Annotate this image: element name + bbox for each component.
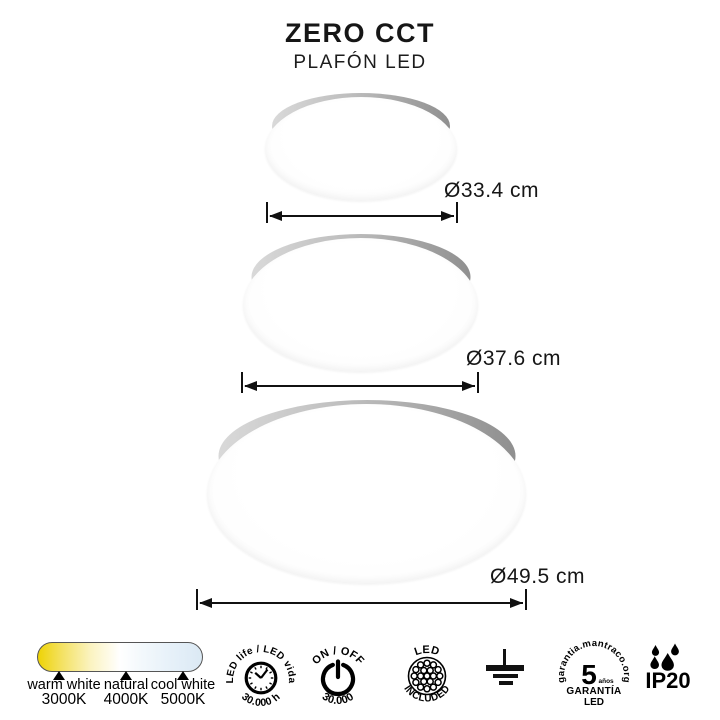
svg-text:30.000 h: 30.000 h [239,691,282,709]
dimension-tick [241,372,243,393]
dimension-tick [266,202,268,223]
ceiling-lamp-medium [243,234,478,372]
dimension-line [200,602,523,604]
cct-cool-label: cool white [150,677,216,693]
arrow-right-icon [441,211,454,221]
arrow-left-icon [269,211,282,221]
lamp-dome [207,404,526,584]
led-included-badge: LED INCLUDED [401,644,452,705]
cct-marker-natural-icon [120,671,132,680]
cct-marker-warm-icon [53,671,65,680]
cct-warm-kelvin: 3000K [41,691,87,708]
on-off-badge: ON / OFF 30.000 [310,645,366,707]
product-title: ZERO CCT [285,18,435,48]
dimension-line [245,385,475,387]
ip-rating-label: IP20 [645,668,691,693]
on-off-cycles-text: 30.000 [320,691,356,707]
diameter-label-large: Ø49.5 cm [490,565,586,588]
dimension-tick [477,372,479,393]
led-array-icon [407,656,447,696]
ceiling-lamp-large [207,400,526,584]
led-life-badge: LED life / LED vida 30.000 h [225,644,297,709]
cct-cool-kelvin: 5000K [160,691,206,708]
warranty-badge: garantia.mantraco.org 5 años GARANTÍA LE… [556,638,632,708]
water-drops-icon [650,643,679,671]
diameter-label-medium: Ø37.6 cm [466,347,562,370]
power-icon [320,659,356,697]
dimension-tick [525,589,527,610]
arrow-right-icon [510,598,523,608]
svg-text:LED: LED [413,644,441,658]
dimension-tick [196,589,198,610]
cct-gradient-bar [37,642,203,672]
cct-warm-label: warm white [27,677,101,693]
warranty-line1: GARANTÍA [566,684,621,697]
dimension-tick [456,202,458,223]
lamp-dome [243,238,478,372]
ceiling-lamp-small [265,93,457,201]
diameter-label-small: Ø33.4 cm [444,179,540,202]
led-life-hours-text: 30.000 h [239,691,282,709]
cct-natural-label: natural [103,677,149,693]
warranty-line2: LED [584,697,604,708]
arrow-left-icon [244,381,257,391]
cct-natural-kelvin: 4000K [103,691,149,708]
arrow-left-icon [199,598,212,608]
arrow-right-icon [462,381,475,391]
warranty-years: 5 [581,659,597,690]
svg-text:30.000: 30.000 [320,691,356,707]
clock-icon [244,661,278,695]
dimension-line [270,215,454,217]
product-subtitle: PLAFÓN LED [293,52,427,73]
lamp-dome [265,97,457,201]
warranty-years-suffix: años [599,678,615,685]
cct-marker-cool-icon [177,671,189,680]
led-included-top-text: LED [413,644,441,658]
